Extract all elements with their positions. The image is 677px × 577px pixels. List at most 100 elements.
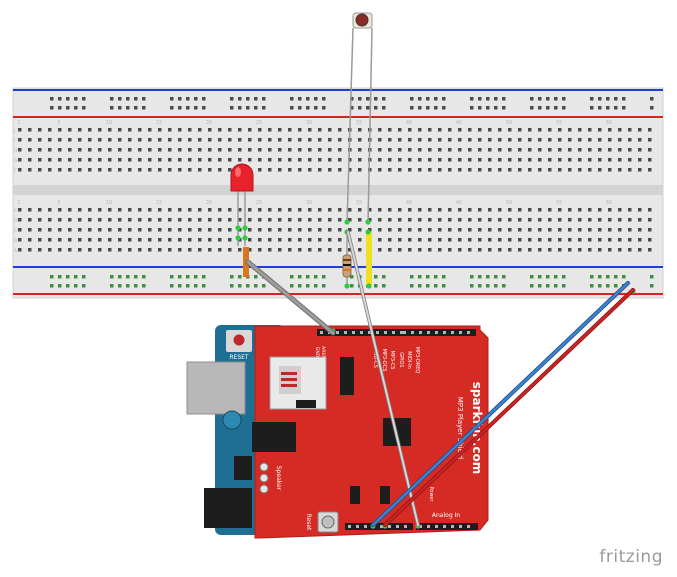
breadboard-hole [178,158,182,162]
rail-hole [322,284,326,288]
breadboard-hole [198,158,202,162]
breadboard-hole [588,148,592,152]
breadboard-hole [128,248,132,252]
breadboard-hole [148,248,152,252]
breadboard-hole [148,238,152,242]
breadboard-hole [88,208,92,212]
header-bottom-right [416,523,478,530]
breadboard-hole [428,218,432,222]
rail-hole [194,275,198,279]
breadboard-hole [348,168,352,172]
rail-hole [614,275,618,279]
breadboard-column-label: 5 [57,120,60,126]
breadboard-hole [88,158,92,162]
breadboard-hole [488,168,492,172]
breadboard-hole [558,148,562,152]
breadboard-hole [498,218,502,222]
arduino-reset-button[interactable] [233,334,245,346]
breadboard-hole [48,148,52,152]
breadboard-hole [418,208,422,212]
breadboard-hole [138,208,142,212]
breadboard-hole [158,248,162,252]
rail-hole [562,106,566,110]
breadboard-hole [518,128,522,132]
rail-hole [118,275,122,279]
breadboard-hole [418,168,422,172]
breadboard-hole [528,168,532,172]
rail-hole [494,97,498,101]
breadboard-hole [118,128,122,132]
breadboard-hole [618,238,622,242]
rail-hole [170,106,174,110]
breadboard-hole [638,138,642,142]
resistor[interactable] [342,235,352,287]
wire-yellow[interactable] [366,232,372,285]
breadboard-hole [218,158,222,162]
rail-hole [366,106,370,110]
rail-hole [358,97,362,101]
breadboard-hole [298,128,302,132]
breadboard-hole [268,168,272,172]
rail-hole [502,97,506,101]
header-pin [356,525,359,528]
breadboard-hole [288,248,292,252]
breadboard-hole [358,128,362,132]
breadboard-hole [628,168,632,172]
breadboard-hole [538,248,542,252]
breadboard-hole [638,228,642,232]
header-pin [427,331,430,334]
connection-dot [366,283,372,289]
wire-blue-gnd[interactable] [371,281,630,527]
wire-gray-gnd[interactable] [246,260,335,335]
rail-hole [442,275,446,279]
rail-hole [606,97,610,101]
breadboard-column-label: 40 [406,200,412,206]
breadboard-row-label: J [13,128,15,134]
breadboard-hole [188,208,192,212]
shield-reset-button[interactable] [321,515,335,529]
breadboard-hole [568,168,572,172]
breadboard-hole [198,208,202,212]
breadboard-hole [478,158,482,162]
breadboard-hole [78,148,82,152]
breadboard-hole [28,238,32,242]
breadboard-hole [418,148,422,152]
breadboard-column-label: 60 [606,200,612,206]
led-body [230,163,254,192]
breadboard-hole [88,148,92,152]
breadboard-hole [198,148,202,152]
power-label: Power [428,486,434,502]
breadboard-row-label: G [14,158,18,164]
breadboard-hole [478,128,482,132]
breadboard-hole [428,158,432,162]
rail-hole [546,106,550,110]
breadboard-hole [338,208,342,212]
breadboard-hole [88,248,92,252]
breadboard-hole [358,238,362,242]
breadboard-hole [118,158,122,162]
breadboard-hole [448,138,452,142]
breadboard-hole [338,238,342,242]
breadboard-hole [18,148,22,152]
rail-hole [254,106,258,110]
breadboard-hole [498,238,502,242]
breadboard-column-label: 30 [306,120,312,126]
breadboard-hole [638,128,642,132]
breadboard-hole [578,148,582,152]
rail-hole [118,106,122,110]
breadboard-hole [538,128,542,132]
shield-pin-label: MP3-DCS [381,349,387,372]
rail-hole [598,275,602,279]
photocell[interactable] [346,12,373,225]
breadboard-hole [408,158,412,162]
wire-red-5v[interactable] [383,288,635,527]
breadboard-hole [258,238,262,242]
breadboard-hole [328,168,332,172]
rail-hole [134,106,138,110]
breadboard-hole [58,248,62,252]
wire-white-analog[interactable] [347,231,419,526]
breadboard-hole [388,208,392,212]
breadboard-hole [148,228,152,232]
breadboard-hole [108,208,112,212]
breadboard-hole [178,228,182,232]
